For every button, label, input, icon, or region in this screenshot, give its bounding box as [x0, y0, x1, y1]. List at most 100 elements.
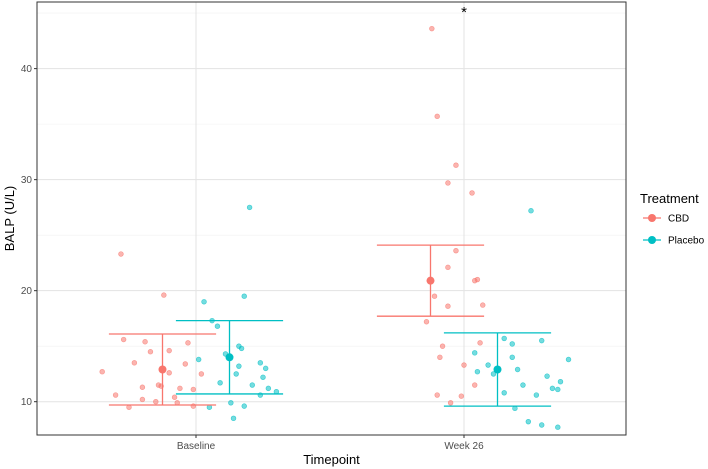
summary-placebo — [175, 319, 284, 395]
plot-panel-background — [37, 2, 626, 435]
data-point-placebo — [249, 382, 255, 388]
data-point-cbd — [131, 360, 138, 366]
data-point-cbd — [147, 349, 154, 355]
data-point-placebo — [241, 403, 247, 409]
data-point-cbd — [153, 398, 159, 405]
data-point-placebo — [214, 323, 221, 329]
data-point-placebo — [557, 379, 564, 385]
data-point-placebo — [230, 415, 237, 422]
data-point-cbd — [139, 384, 146, 390]
data-point-cbd — [434, 113, 440, 120]
data-point-placebo — [525, 418, 532, 425]
mean-point — [225, 353, 234, 362]
data-point-cbd — [461, 362, 467, 368]
data-point-placebo — [257, 360, 264, 366]
mean-point — [158, 365, 167, 374]
data-point-placebo — [201, 299, 207, 305]
data-point-cbd — [445, 264, 451, 271]
data-point-placebo — [195, 356, 202, 363]
data-point-cbd — [434, 392, 440, 398]
data-point-placebo — [509, 354, 515, 360]
data-point-placebo — [509, 341, 515, 347]
data-point-cbd — [447, 400, 454, 406]
data-point-cbd — [472, 277, 478, 284]
data-point-placebo — [228, 400, 234, 406]
data-point-cbd — [142, 339, 148, 345]
data-point-placebo — [262, 365, 269, 372]
data-point-cbd — [480, 302, 486, 308]
data-point-cbd — [99, 369, 105, 375]
data-point-placebo — [485, 362, 491, 368]
data-point-placebo — [472, 350, 478, 356]
data-point-placebo — [544, 373, 550, 379]
data-point-placebo — [260, 374, 266, 380]
summary-placebo — [443, 332, 552, 407]
data-point-placebo — [555, 424, 561, 430]
data-point-cbd — [112, 392, 119, 398]
legend-key-point — [648, 214, 656, 222]
data-point-cbd — [458, 393, 465, 399]
data-point-cbd — [171, 394, 178, 400]
data-points — [99, 25, 572, 430]
legend: Treatment CBD Placebo — [640, 191, 705, 247]
data-point-cbd — [190, 386, 197, 393]
data-point-cbd — [166, 347, 172, 354]
legend-key-point — [648, 236, 656, 244]
data-point-cbd — [429, 25, 435, 32]
summary-cbd — [376, 244, 485, 317]
x-tick-label: Baseline — [177, 441, 216, 452]
data-point-placebo — [539, 422, 545, 428]
data-point-cbd — [182, 361, 188, 367]
data-point-placebo — [501, 390, 507, 396]
data-point-placebo — [265, 385, 272, 392]
legend-label: CBD — [668, 214, 689, 225]
mean-point — [493, 365, 502, 374]
plot-panel — [37, 2, 626, 435]
data-point-placebo — [241, 293, 247, 299]
data-point-cbd — [161, 292, 167, 298]
data-point-placebo — [238, 345, 245, 352]
data-point-placebo — [474, 369, 481, 375]
x-axis-title: Timepoint — [303, 452, 360, 467]
data-point-placebo — [236, 363, 242, 369]
data-point-placebo — [528, 208, 534, 214]
data-point-cbd — [120, 336, 127, 343]
data-point-cbd — [198, 371, 205, 377]
data-point-cbd — [423, 319, 430, 325]
y-tick-label: 30 — [21, 175, 33, 186]
data-point-cbd — [431, 293, 438, 299]
significance-annotation: * — [461, 4, 467, 21]
mean-point — [426, 276, 435, 285]
data-point-cbd — [166, 370, 172, 376]
data-point-cbd — [477, 340, 483, 346]
summary-intervals — [108, 244, 552, 407]
legend-item-cbd: CBD — [643, 214, 689, 225]
data-point-cbd — [185, 340, 191, 346]
data-point-cbd — [453, 162, 459, 168]
y-axis-title: BALP (U/L) — [2, 186, 17, 252]
y-tick-label: 10 — [21, 397, 33, 408]
data-point-placebo — [555, 386, 561, 393]
data-point-cbd — [453, 247, 459, 254]
legend-title: Treatment — [640, 191, 699, 206]
data-point-placebo — [549, 385, 556, 392]
data-point-placebo — [565, 356, 572, 363]
data-point-placebo — [233, 371, 239, 377]
data-point-cbd — [445, 303, 451, 309]
legend-label: Placebo — [668, 236, 705, 247]
y-tick-label: 40 — [21, 64, 33, 75]
data-point-placebo — [501, 335, 507, 342]
data-point-cbd — [177, 385, 183, 392]
data-point-placebo — [533, 392, 540, 398]
data-point-cbd — [139, 396, 146, 403]
data-point-cbd — [437, 354, 443, 360]
data-point-placebo — [539, 337, 545, 344]
data-point-placebo — [514, 366, 521, 373]
data-point-placebo — [520, 382, 526, 388]
data-point-placebo — [246, 204, 253, 211]
data-point-cbd — [469, 190, 475, 196]
data-point-placebo — [490, 371, 497, 377]
data-point-cbd — [472, 382, 478, 388]
legend-item-placebo: Placebo — [643, 236, 705, 247]
